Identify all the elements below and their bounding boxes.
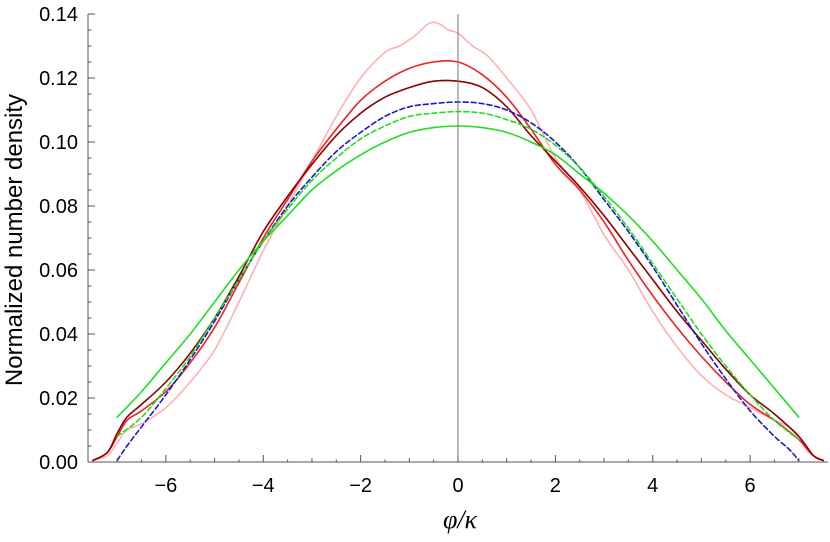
x-axis-title: φ/κ (443, 505, 478, 534)
y-tick-label: 0.00 (39, 452, 78, 474)
x-tick-label: −6 (154, 475, 177, 497)
x-tick-label: 4 (647, 475, 658, 497)
y-tick-label: 0.14 (39, 4, 78, 26)
x-tick-label: 6 (745, 475, 756, 497)
series-line-1 (92, 21, 824, 462)
x-tick-label: 2 (550, 475, 561, 497)
y-axis-title: Normalized number density (1, 94, 28, 386)
x-tick-label: −2 (349, 475, 372, 497)
y-tick-label: 0.08 (39, 196, 78, 218)
x-tick-label: 0 (452, 475, 463, 497)
y-tick-label: 0.04 (39, 324, 78, 346)
x-axis-ticks: −6 −4 −2 0 2 4 6 (116, 455, 800, 497)
y-tick-label: 0.10 (39, 132, 78, 154)
x-tick-label: −4 (252, 475, 275, 497)
axes (87, 14, 828, 463)
y-tick-label: 0.02 (39, 388, 78, 410)
series-line-3 (92, 79, 824, 462)
y-tick-label: 0.06 (39, 260, 78, 282)
y-axis-ticks: 0.00 0.02 0.04 0.06 0.08 0.10 0.12 0.14 (39, 4, 95, 474)
series-line-2 (92, 59, 824, 462)
y-tick-label: 0.12 (39, 68, 78, 90)
